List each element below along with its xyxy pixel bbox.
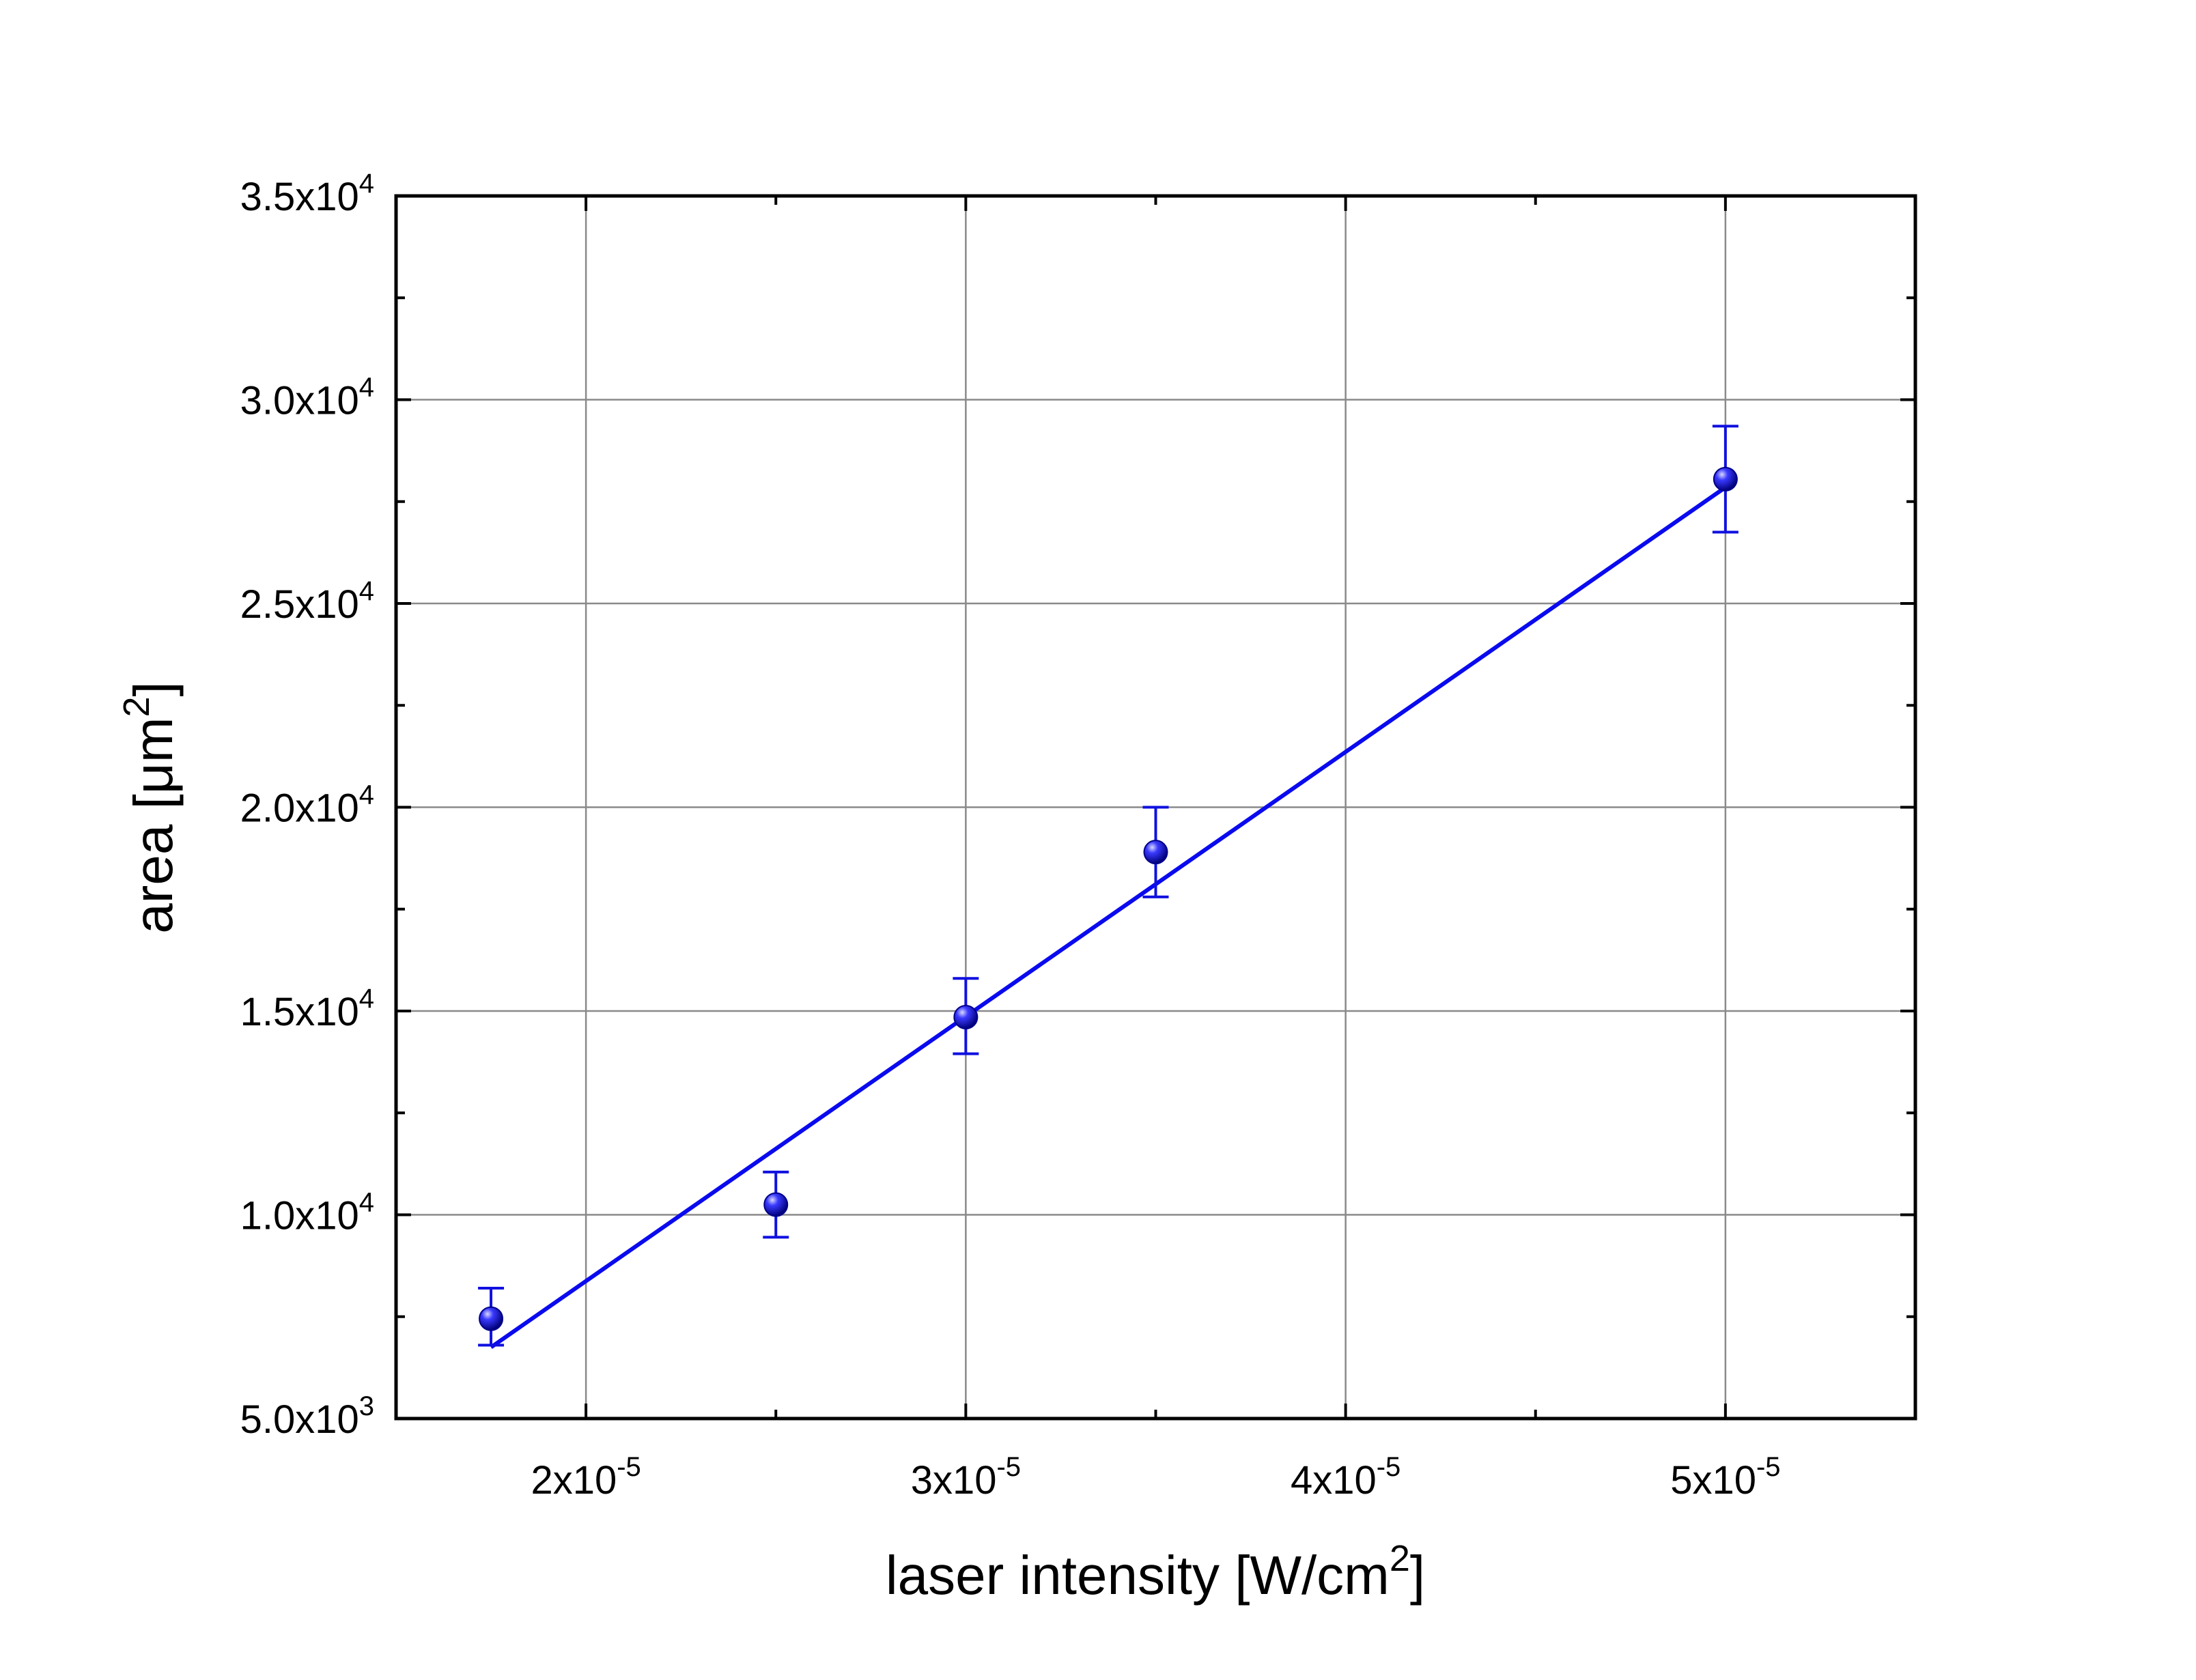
fit-line [490,485,1727,1349]
axis-ticks [396,195,1915,1420]
y-tick-label-1: 1.0x104 [240,1188,374,1238]
y-tick-label-5: 3.0x104 [240,373,374,423]
data-point-2 [953,977,979,1055]
x-tick-label-3: 5x10-5 [1670,1452,1780,1503]
data-point-3 [1142,806,1169,898]
y-axis-label-superscript: 2 [116,696,157,717]
y-tick-label-4: 2.5x104 [240,576,374,627]
marker-3 [1143,840,1168,865]
data-point-0 [478,1286,505,1347]
gridlines [396,196,1915,1419]
y-tick-label-3: 2.0x104 [240,780,374,831]
data-point-1 [763,1170,789,1239]
y-tick-label-6: 3.5x104 [240,169,374,219]
marker-2 [953,1004,979,1029]
x-axis-label: laser intensity [W/cm2] [886,1538,1425,1606]
x-tick-labels: 2x10-5 3x10-5 4x10-5 5x10-5 [531,1452,1780,1503]
x-tick-label-2: 4x10-5 [1291,1452,1400,1503]
x-axis-label-superscript: 2 [1390,1538,1410,1579]
x-tick-label-1: 3x10-5 [911,1452,1021,1503]
marker-0 [479,1306,504,1331]
y-tick-label-0: 5.0x103 [240,1391,374,1442]
marker-4 [1713,466,1738,492]
y-tick-labels: 5.0x103 1.0x104 1.5x104 2.0x104 2.5x104 3.0x1… [240,169,374,1442]
y-axis-label: area [μm2] [116,681,184,934]
data-point-4 [1712,425,1738,534]
x-tick-label-0: 2x10-5 [531,1452,640,1503]
data-points [478,425,1738,1347]
fit-line-group [490,485,1727,1349]
marker-1 [763,1192,789,1217]
y-tick-label-2: 1.5x104 [240,984,374,1034]
